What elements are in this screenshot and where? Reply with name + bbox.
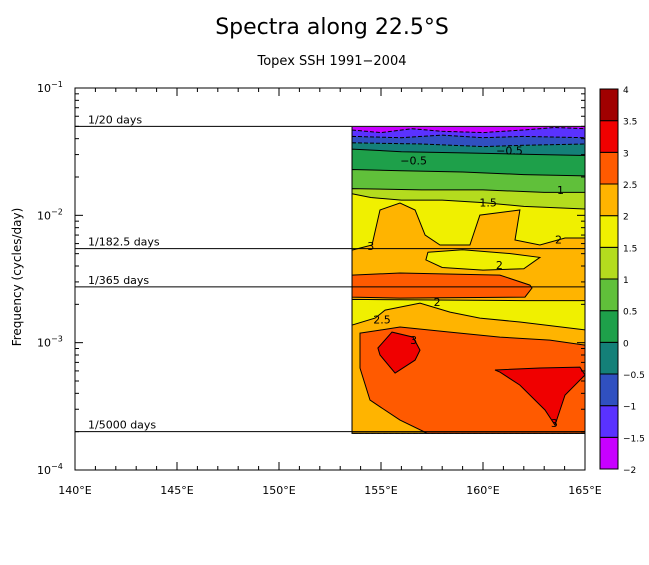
x-tick-label: 155°E [364,484,397,497]
chart-title: Spectra along 22.5°S [215,15,449,40]
contour-labels: −0.5 −0.5 1 1.5 2 2 3 2 2.5 3 3 [367,144,564,429]
colorbar-swatch [599,246,619,280]
contour-label: 1 [557,184,564,197]
colorbar-label: 1 [623,276,629,286]
colorbar-label: 2 [623,213,629,223]
colorbar-swatch [599,310,619,343]
colorbar-label: −2 [623,466,636,476]
y-tick-base: 10 [37,464,51,477]
contour-region-13 [377,331,421,374]
x-tick-label: 150°E [262,484,295,497]
filled-contour-regions [351,126,585,434]
chart-subtitle: Topex SSH 1991−2004 [256,54,406,69]
colorbar: −2 −1.5 −1 −0.5 0 0.5 1 1.5 2 2.5 3 3.5 4 [599,86,645,476]
y-tick-label: 10 −3 [37,335,63,350]
contour-label: 3 [367,240,374,253]
period-line-label: 1/365 days [88,274,149,287]
period-lines: 1/20 days 1/182.5 days 1/365 days 1/5000 da… [75,113,585,433]
x-tick-label: 165°E [568,484,601,497]
x-tick-label: 140°E [58,484,91,497]
colorbar-swatch [599,183,619,217]
y-axis-label: Frequency (cycles/day) [10,208,24,347]
x-tick-label: 160°E [466,484,499,497]
colorbar-swatch [599,151,619,185]
contour-region-11 [351,298,585,331]
contour-label: −0.5 [496,144,523,157]
contour-region-14 [494,366,585,427]
colorbar-swatch [599,215,619,248]
colorbar-swatch [599,120,619,153]
colorbar-label: −1.5 [623,434,645,444]
colorbar-label: −0.5 [623,371,645,381]
colorbar-swatch [599,278,619,312]
colorbar-swatch [599,341,619,375]
plot-frame [74,87,586,471]
y-tick-exponent: −3 [51,335,63,344]
colorbar-label: −1 [623,403,636,413]
y-tick-base: 10 [37,337,51,350]
y-tick-label: 10 −4 [37,462,63,477]
contour-label: −0.5 [400,155,427,168]
contour-region-10 [351,272,533,299]
colorbar-label: 3.5 [623,118,637,128]
contour-label: 2.5 [373,314,391,327]
axes: 140°E 145°E 150°E 155°E 160°E 165°E10−110−210… [37,80,602,497]
colorbar-swatch [599,88,619,122]
y-tick-label: 10 −2 [37,207,63,222]
y-tick-base: 10 [37,209,51,222]
contour-region-9 [425,249,542,271]
contour-label: 2 [434,296,441,309]
contour-label: 3 [551,417,558,430]
contour-label: 3 [410,334,417,347]
colorbar-label: 1.5 [623,244,637,254]
colorbar-label: 0.5 [623,308,637,318]
colorbar-swatch [599,405,619,438]
y-tick-exponent: −2 [51,207,63,216]
period-line-label: 1/20 days [88,113,142,126]
colorbar-label: 3 [623,149,629,159]
y-tick-label: 10 −1 [37,80,63,95]
x-tick-label: 145°E [160,484,193,497]
colorbar-label: 0 [623,339,629,349]
colorbar-label: 4 [623,86,629,96]
period-line-label: 1/5000 days [88,419,156,432]
y-tick-exponent: −4 [51,462,63,471]
contour-label: 1.5 [479,197,497,210]
y-tick-exponent: −1 [51,80,63,89]
y-tick-base: 10 [37,82,51,95]
colorbar-label: 2.5 [623,181,637,191]
colorbar-swatch [599,373,619,407]
contour-label: 2 [496,259,503,272]
period-line-label: 1/182.5 days [88,236,160,249]
colorbar-swatch [599,436,619,470]
contour-label: 2 [555,234,562,247]
